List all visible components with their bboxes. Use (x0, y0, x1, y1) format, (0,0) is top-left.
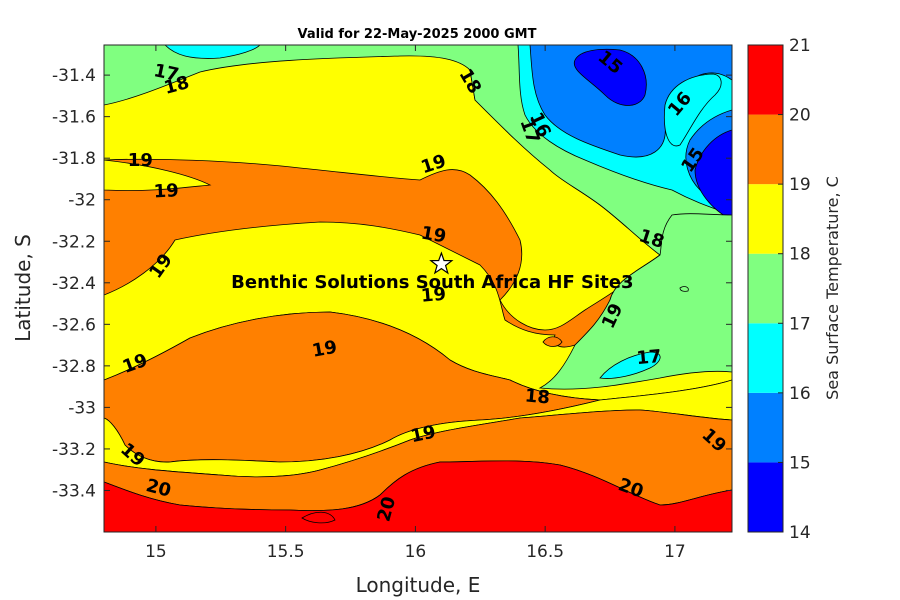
colorbar-tick-label: 15 (789, 453, 811, 473)
colorbar-segment (748, 184, 783, 254)
band-18-19-finger (104, 159, 212, 191)
colorbar-tick-label: 18 (789, 245, 811, 265)
contour-label: 19 (310, 337, 338, 362)
y-tick-label: -33.2 (52, 440, 96, 460)
band-14-15-east (694, 129, 732, 221)
contour-label: 18 (524, 385, 551, 408)
band-20-21-bottom (104, 460, 732, 532)
band-16-17-east-patch (663, 73, 722, 147)
colorbar-segment (748, 45, 783, 115)
colorbar-segment (748, 462, 783, 532)
band-14-15-top (573, 48, 647, 106)
plot-frame (103, 44, 733, 533)
colorbar-segment (748, 392, 783, 463)
band-16-17-northwest (164, 45, 261, 59)
contour-label: 17 (636, 346, 663, 369)
band-20-21-patch (301, 511, 336, 524)
contour-label: 19 (128, 150, 153, 171)
y-tick-label: -33 (68, 398, 96, 418)
x-axis-ticks: 15 15.5 16 16.5 17 (145, 45, 686, 562)
x-tick-label: 17 (664, 542, 686, 562)
y-tick-label: -31.8 (52, 149, 96, 169)
contour-label: 19 (409, 422, 438, 448)
colorbar-label: Sea Surface Temperature, C (823, 176, 842, 400)
y-tick-label: -31.4 (52, 66, 96, 86)
contour-label: 19 (419, 223, 447, 248)
colorbar-tick-label: 16 (789, 384, 811, 404)
colorbar-frame (747, 44, 784, 533)
x-tick-label: 15.5 (267, 542, 305, 562)
colorbar-tick-label: 21 (789, 36, 811, 56)
band-16-17-south-patch (599, 351, 661, 379)
y-tick-label: -32.2 (52, 232, 96, 252)
y-tick-label: -32.8 (52, 357, 96, 377)
contour-label: 19 (153, 180, 179, 202)
x-tick-label: 15 (145, 542, 167, 562)
y-tick-label: -32 (68, 191, 96, 211)
contour-label: 19 (420, 284, 447, 307)
colorbar-segment (748, 323, 783, 393)
x-tick-label: 16 (405, 542, 427, 562)
colorbar: 14 15 16 17 18 19 20 21 (747, 36, 811, 543)
site-label: Benthic Solutions South Africa HF Site3 (231, 272, 633, 293)
y-axis-ticks: -31.4 -31.6 -31.8 -32 -32.2 -32.4 -32.6 -32.8 -3… (52, 66, 732, 501)
band-19-20-small-patch (542, 336, 563, 347)
y-axis-label: Latitude, S (11, 234, 35, 342)
contour-label: 17 (152, 60, 181, 86)
y-tick-label: -31.6 (52, 108, 96, 128)
y-tick-label: -32.4 (52, 274, 96, 294)
colorbar-tick-label: 19 (789, 175, 811, 195)
x-tick-label: 16.5 (526, 542, 564, 562)
colorbar-tick-label: 14 (789, 523, 811, 543)
band-17-18-east (538, 213, 732, 390)
colorbar-segment (748, 253, 783, 324)
colorbar-tick-label: 17 (789, 314, 811, 334)
colorbar-segment (748, 114, 783, 185)
small-contour-ring (679, 286, 689, 292)
chart-title: Valid for 22-May-2025 2000 GMT (298, 27, 537, 42)
y-tick-label: -33.4 (52, 481, 96, 501)
y-tick-label: -32.6 (52, 315, 96, 335)
x-axis-label: Longitude, E (356, 573, 481, 597)
site-star-marker (429, 251, 454, 275)
colorbar-tick-label: 20 (789, 106, 811, 126)
